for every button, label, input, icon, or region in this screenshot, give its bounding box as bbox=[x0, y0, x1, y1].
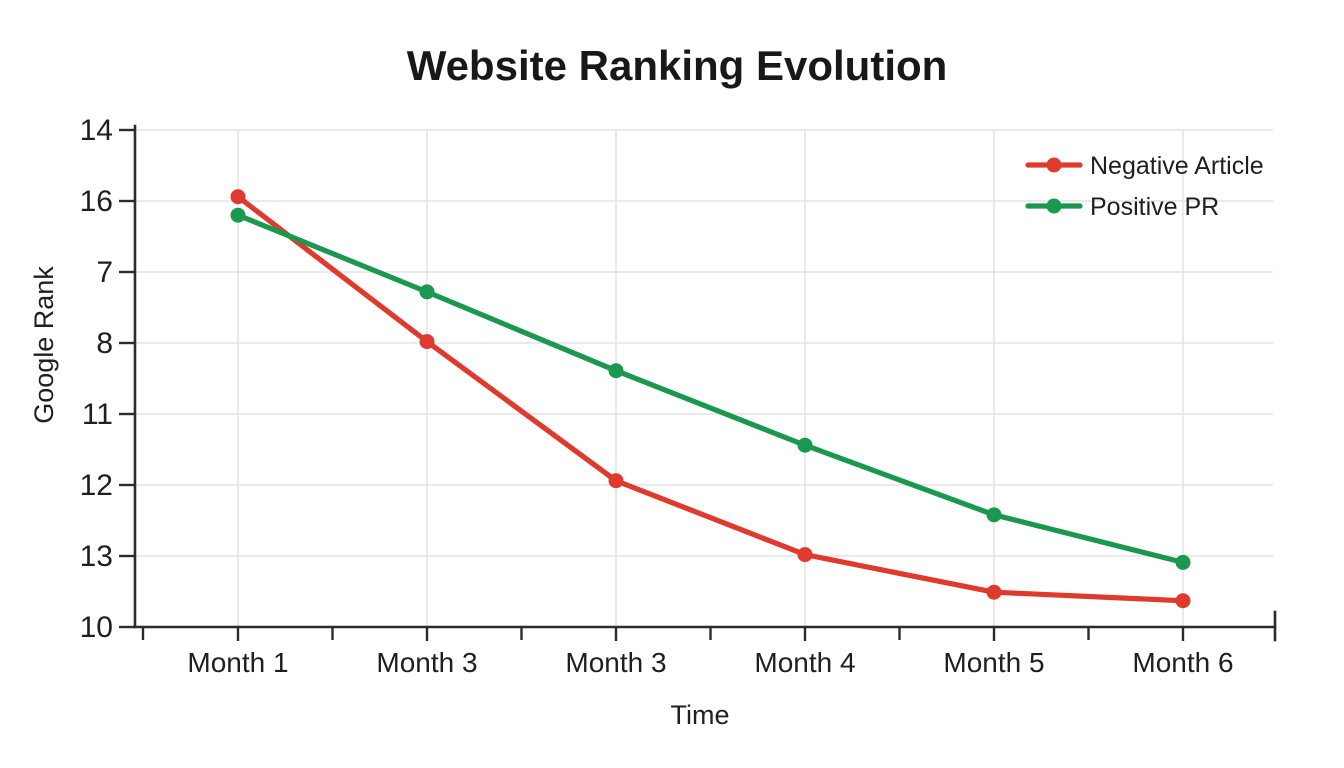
data-point-negative-article bbox=[419, 334, 435, 350]
x-tick-label: Month 3 bbox=[565, 647, 666, 678]
data-point-negative-article bbox=[608, 473, 624, 489]
data-point-positive-pr bbox=[986, 507, 1002, 523]
data-point-negative-article bbox=[797, 547, 813, 563]
y-tick-label: 8 bbox=[96, 327, 113, 360]
grid-layer bbox=[135, 129, 1273, 628]
y-tick-label: 14 bbox=[80, 114, 113, 147]
x-tick-label: Month 6 bbox=[1132, 647, 1233, 678]
y-tick-label: 13 bbox=[80, 540, 113, 573]
data-point-positive-pr bbox=[1175, 554, 1191, 570]
data-point-positive-pr bbox=[608, 363, 624, 379]
legend-swatch-marker bbox=[1046, 198, 1062, 214]
x-tick-label: Month 3 bbox=[376, 647, 477, 678]
x-tick-label: Month 5 bbox=[943, 647, 1044, 678]
data-point-negative-article bbox=[230, 189, 246, 205]
data-point-positive-pr bbox=[797, 437, 813, 453]
y-tick-label: 16 bbox=[80, 185, 113, 218]
y-tick-label: 11 bbox=[82, 398, 113, 431]
series-line-negative-article bbox=[235, 194, 1186, 604]
y-tick-label: 10 bbox=[80, 611, 113, 644]
legend-item-label: Negative Article bbox=[1090, 152, 1264, 180]
legend-item-label: Positive PR bbox=[1090, 193, 1219, 221]
x-tick-label: Month 1 bbox=[187, 647, 288, 678]
legend-swatch-marker bbox=[1046, 157, 1062, 173]
y-axis-title: Google Rank bbox=[29, 266, 59, 424]
y-tick-label: 7 bbox=[96, 256, 113, 289]
data-point-positive-pr bbox=[419, 284, 435, 300]
legend: Negative Article Positive PR bbox=[1025, 152, 1264, 221]
x-axis-title: Time bbox=[671, 700, 730, 730]
data-point-positive-pr bbox=[230, 207, 246, 223]
chart-title: Website Ranking Evolution bbox=[407, 42, 948, 89]
series-line-positive-pr bbox=[235, 212, 1186, 565]
x-tick-label: Month 4 bbox=[754, 647, 855, 678]
data-point-negative-article bbox=[1175, 593, 1191, 609]
axis-layer: 14 16 7 8 11 12 13 10 Month 1 Month 3 Month 3 Month… bbox=[80, 114, 1277, 678]
y-tick-label: 12 bbox=[80, 469, 113, 502]
data-point-negative-article bbox=[986, 584, 1002, 600]
series-layer bbox=[230, 189, 1191, 609]
